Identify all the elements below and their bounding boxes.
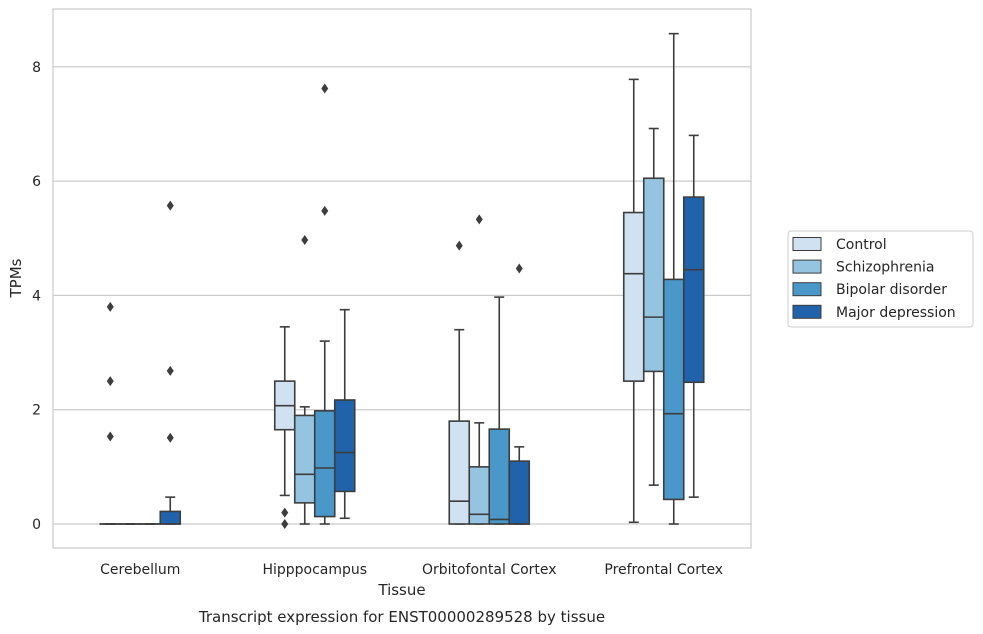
x-tick-label: Hipppocampus: [262, 562, 367, 578]
outlier-point: [321, 205, 329, 216]
legend-label: Schizophrenia: [836, 260, 934, 276]
box-group: [508, 263, 531, 525]
outlier-point: [455, 240, 463, 251]
outlier-point: [106, 376, 114, 387]
y-axis-ticks: 0 2 4 6 8: [32, 60, 41, 533]
outlier-point: [106, 301, 114, 312]
x-tick-label: Prefrontal Cortex: [604, 562, 723, 578]
y-tick-label: 0: [32, 517, 41, 533]
box-body: [622, 211, 645, 382]
box-group: [293, 234, 316, 525]
boxes: [99, 32, 705, 529]
box-group: [642, 127, 665, 486]
box-body: [159, 510, 182, 525]
y-axis-label: TPMs: [7, 258, 25, 298]
box-body: [662, 278, 685, 501]
outlier-point: [515, 263, 523, 274]
outlier-point: [166, 200, 174, 211]
outlier-point: [321, 83, 329, 94]
x-tick-label: Cerebellum: [100, 562, 180, 578]
grid-lines: [53, 66, 751, 525]
outlier-point: [166, 432, 174, 443]
box-group: [313, 83, 336, 525]
box-group: [622, 78, 645, 524]
box-body: [448, 420, 471, 525]
y-tick-label: 6: [32, 174, 41, 190]
outlier-point: [281, 507, 289, 518]
box-body: [642, 177, 665, 373]
outlier-point: [475, 214, 483, 225]
box-group: [99, 301, 122, 525]
legend-swatch: [792, 304, 822, 319]
box-group: [488, 296, 511, 525]
y-tick-label: 2: [32, 403, 41, 419]
box-group: [662, 32, 685, 525]
legend-swatch: [792, 237, 822, 251]
x-axis-ticks: Cerebellum Hipppocampus Orbitofontal Corte…: [100, 562, 723, 578]
box-body: [508, 460, 531, 525]
chart-caption: Transcript expression for ENST0000028952…: [198, 608, 605, 626]
x-tick-label: Orbitofontal Cortex: [422, 562, 557, 578]
box-group: [159, 200, 182, 525]
box-group: [682, 134, 705, 498]
legend-label: Control: [836, 237, 887, 253]
plot-area-frame: [52, 8, 752, 549]
y-tick-label: 4: [32, 288, 41, 304]
box-body: [488, 428, 511, 525]
legend-frame: [787, 230, 974, 328]
outlier-point: [281, 519, 289, 529]
legend-swatch: [792, 259, 822, 274]
legend-swatch: [792, 282, 822, 297]
legend: Control Schizophrenia Bipolar disorder Majo…: [787, 230, 974, 328]
legend-label: Bipolar disorder: [836, 282, 947, 298]
box-group: [333, 308, 356, 520]
outlier-point: [106, 431, 114, 442]
box-body: [293, 414, 316, 504]
x-axis-label: Tissue: [377, 581, 425, 599]
box-group: [448, 240, 471, 525]
box-group: [273, 326, 296, 529]
box-body: [468, 466, 491, 525]
outlier-point: [166, 365, 174, 376]
outlier-point: [301, 234, 309, 245]
box-body: [313, 410, 336, 518]
box-body: [333, 399, 356, 493]
box-body: [682, 196, 705, 384]
legend-label: Major depression: [836, 305, 956, 321]
box-group: [468, 214, 491, 525]
y-tick-label: 8: [32, 60, 41, 76]
